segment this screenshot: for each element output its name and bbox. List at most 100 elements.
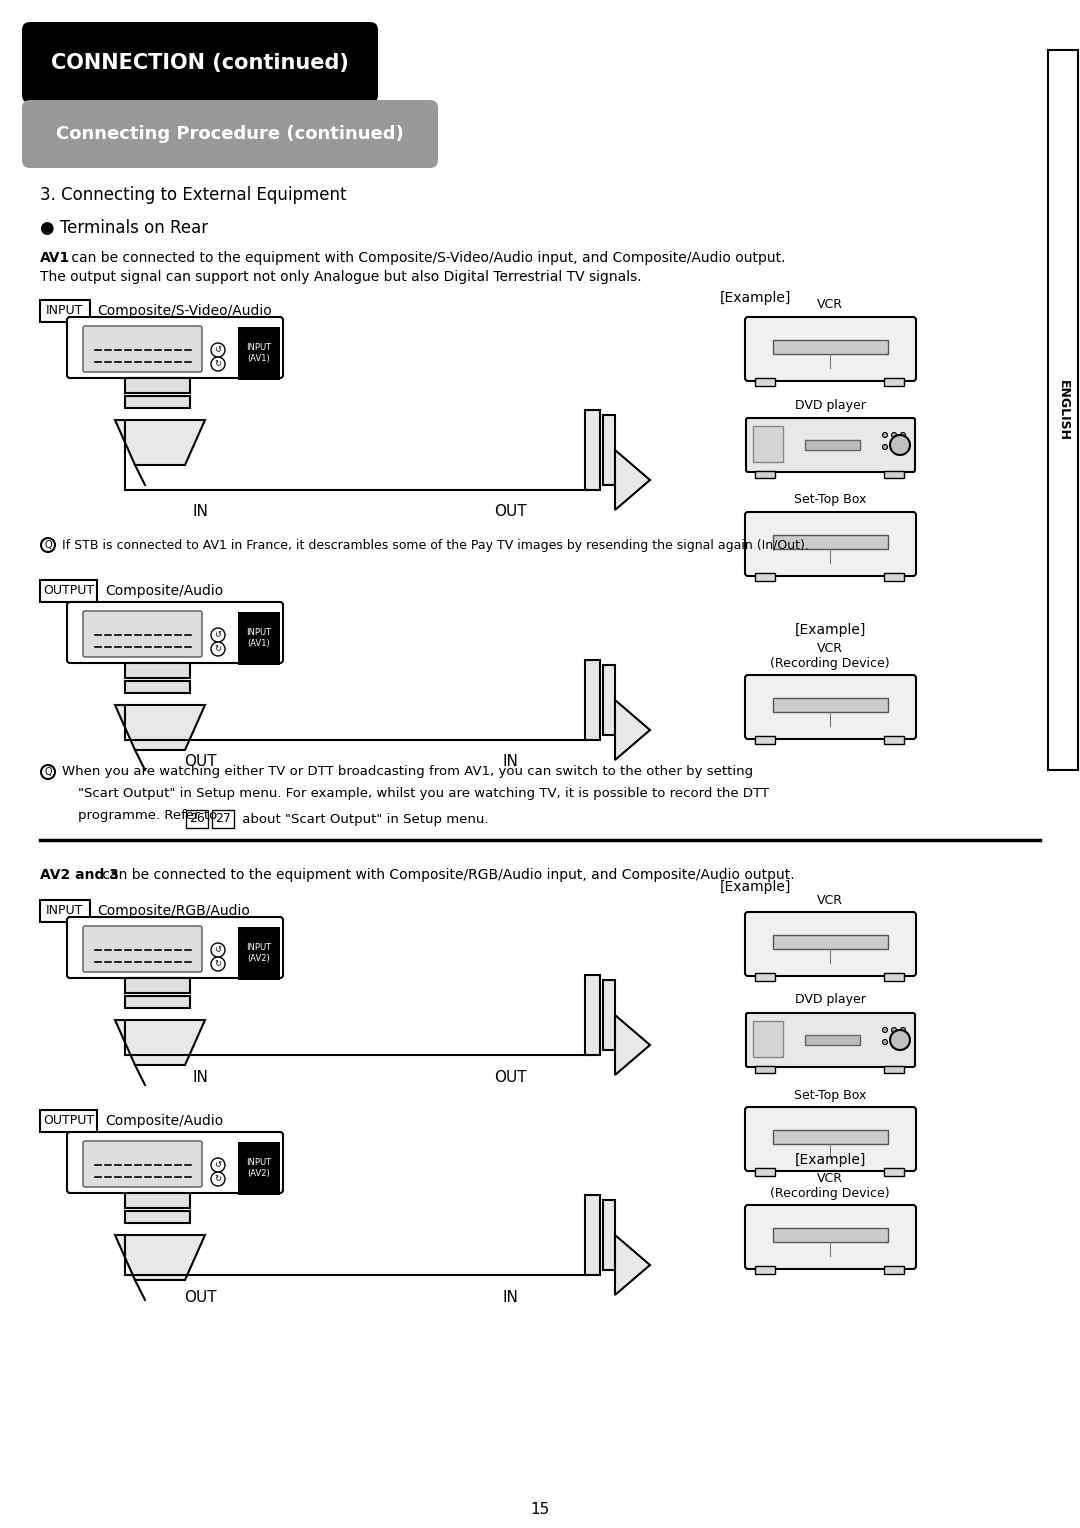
Bar — [585, 1195, 600, 1274]
FancyBboxPatch shape — [745, 1106, 916, 1170]
Circle shape — [882, 445, 888, 449]
FancyBboxPatch shape — [67, 316, 283, 377]
Circle shape — [211, 943, 225, 957]
Circle shape — [901, 1039, 905, 1045]
Bar — [755, 471, 775, 478]
Bar — [885, 377, 904, 387]
FancyBboxPatch shape — [745, 512, 916, 576]
Bar — [773, 1229, 888, 1242]
Text: Connecting Procedure (continued): Connecting Procedure (continued) — [56, 125, 404, 144]
Bar — [40, 299, 90, 322]
Text: INPUT
(AV1): INPUT (AV1) — [246, 628, 271, 648]
Bar — [603, 979, 615, 1050]
Bar — [773, 1131, 888, 1144]
Circle shape — [211, 642, 225, 656]
Bar — [186, 810, 208, 828]
Bar — [885, 471, 904, 478]
FancyBboxPatch shape — [67, 1132, 283, 1193]
Bar — [585, 660, 600, 740]
Circle shape — [890, 435, 910, 455]
Text: [Example]: [Example] — [794, 623, 866, 637]
Text: DVD player: DVD player — [795, 399, 865, 411]
Circle shape — [901, 1027, 905, 1033]
Bar — [40, 1109, 97, 1132]
Bar — [885, 573, 904, 581]
Polygon shape — [114, 1235, 205, 1280]
Text: INPUT
(AV1): INPUT (AV1) — [246, 342, 271, 364]
FancyBboxPatch shape — [746, 419, 915, 472]
Circle shape — [211, 358, 225, 371]
Text: AV2 and 3: AV2 and 3 — [40, 868, 119, 882]
Text: ENGLISH: ENGLISH — [1056, 379, 1069, 440]
Polygon shape — [615, 451, 650, 510]
Text: 15: 15 — [530, 1502, 550, 1517]
Text: IN: IN — [502, 755, 518, 770]
Bar — [805, 1034, 860, 1045]
Bar — [753, 426, 783, 461]
Text: INPUT
(AV2): INPUT (AV2) — [246, 943, 271, 963]
Text: ● Terminals on Rear: ● Terminals on Rear — [40, 219, 208, 237]
Bar — [885, 736, 904, 744]
Polygon shape — [114, 1021, 205, 1065]
Bar — [773, 698, 888, 712]
FancyBboxPatch shape — [22, 99, 438, 168]
Polygon shape — [114, 420, 205, 465]
Bar — [773, 341, 888, 354]
Bar — [238, 927, 280, 979]
Circle shape — [891, 432, 896, 437]
Text: Set-Top Box: Set-Top Box — [794, 494, 866, 506]
Text: VCR: VCR — [816, 894, 843, 906]
Circle shape — [211, 1172, 225, 1186]
Text: Composite/Audio: Composite/Audio — [105, 584, 224, 597]
Text: ↻: ↻ — [215, 359, 221, 368]
Bar — [125, 663, 190, 678]
Bar — [125, 978, 190, 993]
Bar — [125, 996, 190, 1008]
Bar — [603, 665, 615, 735]
Text: ↺: ↺ — [215, 345, 221, 354]
FancyBboxPatch shape — [67, 602, 283, 663]
Bar — [773, 535, 888, 549]
Circle shape — [891, 1027, 896, 1033]
FancyBboxPatch shape — [745, 316, 916, 380]
Bar — [773, 935, 888, 949]
Text: [Example]: [Example] — [719, 880, 791, 894]
Text: OUT: OUT — [494, 504, 526, 520]
Bar — [755, 973, 775, 981]
Bar — [753, 1021, 783, 1057]
Text: can be connected to the equipment with Composite/RGB/Audio input, and Composite/: can be connected to the equipment with C… — [98, 868, 795, 882]
Text: ↺: ↺ — [215, 946, 221, 955]
Circle shape — [882, 1027, 888, 1033]
Text: ↻: ↻ — [215, 1175, 221, 1184]
Text: CONNECTION (continued): CONNECTION (continued) — [51, 53, 349, 73]
Circle shape — [211, 342, 225, 358]
Text: "Scart Output" in Setup menu. For example, whilst you are watching TV, it is pos: "Scart Output" in Setup menu. For exampl… — [78, 787, 769, 801]
FancyBboxPatch shape — [83, 926, 202, 972]
Text: Q: Q — [44, 539, 52, 550]
Circle shape — [41, 766, 55, 779]
Text: OUT: OUT — [184, 755, 216, 770]
Bar — [585, 410, 600, 490]
Bar — [125, 681, 190, 694]
Circle shape — [882, 432, 888, 437]
Text: can be connected to the equipment with Composite/S-Video/Audio input, and Compos: can be connected to the equipment with C… — [67, 251, 785, 264]
Bar — [885, 1067, 904, 1073]
Text: ↻: ↻ — [215, 960, 221, 969]
FancyBboxPatch shape — [83, 325, 202, 371]
Text: programme. Refer to: programme. Refer to — [78, 810, 221, 822]
FancyBboxPatch shape — [746, 1013, 915, 1067]
Text: about "Scart Output" in Setup menu.: about "Scart Output" in Setup menu. — [238, 813, 488, 825]
Text: Q: Q — [44, 767, 52, 778]
Circle shape — [882, 1039, 888, 1045]
FancyBboxPatch shape — [22, 21, 378, 102]
Bar — [755, 377, 775, 387]
Circle shape — [211, 957, 225, 970]
Text: AV1: AV1 — [40, 251, 70, 264]
FancyBboxPatch shape — [745, 1206, 916, 1268]
Bar — [755, 1067, 775, 1073]
Bar — [885, 1167, 904, 1177]
Bar — [212, 810, 234, 828]
Circle shape — [891, 1039, 896, 1045]
Text: (Recording Device): (Recording Device) — [770, 1187, 890, 1199]
Bar — [40, 581, 97, 602]
